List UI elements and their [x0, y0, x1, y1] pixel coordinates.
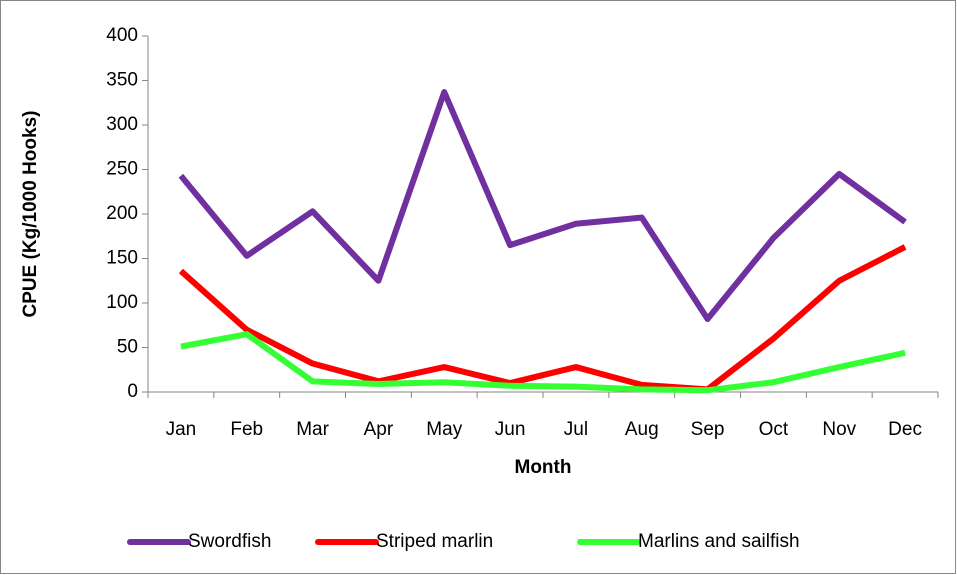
legend-label: Swordfish — [188, 531, 271, 552]
x-tick-label: Oct — [759, 419, 789, 440]
x-tick-label: Nov — [822, 419, 856, 440]
x-tick-label: Jan — [166, 419, 197, 440]
y-tick-label: 0 — [127, 381, 138, 402]
legend-label: Marlins and sailfish — [638, 531, 800, 552]
series-line — [178, 244, 907, 393]
x-axis-label: Month — [515, 457, 572, 478]
y-tick-label: 400 — [106, 25, 138, 46]
y-tick-label: 250 — [106, 159, 138, 180]
y-tick-label: 50 — [117, 337, 138, 358]
x-tick-label: Sep — [691, 419, 725, 440]
x-tick-label: Jul — [564, 419, 588, 440]
series-line — [178, 89, 907, 323]
x-tick-label: Apr — [364, 419, 394, 440]
y-axis-label: CPUE (Kg/1000 Hooks) — [20, 111, 41, 318]
y-tick-label: 350 — [106, 70, 138, 91]
legend-label: Striped marlin — [376, 531, 493, 552]
y-tick-label: 100 — [106, 292, 138, 313]
x-tick-label: May — [426, 419, 462, 440]
y-tick-label: 300 — [106, 114, 138, 135]
x-tick-label: Mar — [296, 419, 329, 440]
y-tick-label: 200 — [106, 203, 138, 224]
x-tick-label: Feb — [230, 419, 263, 440]
x-tick-label: Dec — [888, 419, 922, 440]
x-tick-label: Aug — [625, 419, 659, 440]
x-tick-label: Jun — [495, 419, 526, 440]
series-line — [180, 331, 906, 394]
y-tick-label: 150 — [106, 248, 138, 269]
